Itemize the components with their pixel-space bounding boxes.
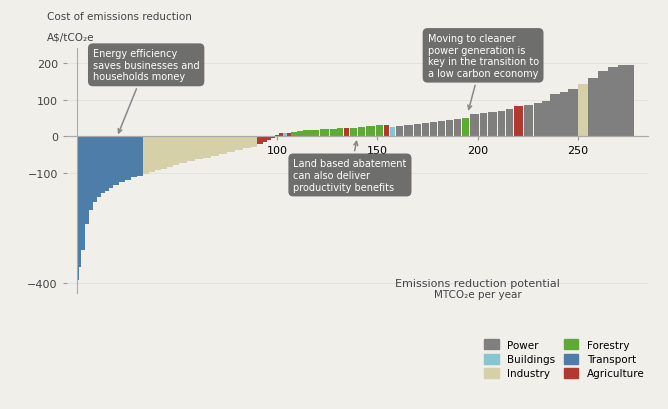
Bar: [291, 133, 297, 137]
Text: Energy efficiency
saves businesses and
households money: Energy efficiency saves businesses and h…: [93, 49, 200, 134]
Bar: [143, 137, 149, 175]
Bar: [329, 129, 337, 137]
Bar: [608, 68, 618, 137]
Legend: Power, Buildings, Industry, Forestry, Transport, Agriculture: Power, Buildings, Industry, Forestry, Tr…: [480, 335, 649, 382]
Bar: [211, 137, 219, 156]
Bar: [319, 130, 329, 137]
Bar: [227, 137, 235, 153]
Bar: [219, 137, 227, 155]
Bar: [81, 137, 85, 251]
Bar: [267, 137, 271, 141]
Bar: [149, 137, 155, 173]
Bar: [195, 137, 203, 160]
Bar: [297, 132, 303, 137]
Text: Cost of emissions reduction: Cost of emissions reduction: [47, 12, 192, 22]
Bar: [422, 124, 430, 137]
Bar: [578, 85, 588, 137]
Bar: [155, 137, 161, 171]
Bar: [470, 115, 480, 137]
Bar: [251, 137, 257, 147]
Bar: [179, 137, 187, 164]
Bar: [389, 128, 395, 137]
Bar: [506, 110, 514, 137]
Bar: [243, 137, 251, 149]
Bar: [283, 134, 287, 137]
Bar: [357, 128, 365, 137]
Bar: [383, 126, 389, 137]
Bar: [560, 93, 568, 137]
Text: Land based abatement
can also deliver
productivity benefits: Land based abatement can also deliver pr…: [293, 142, 407, 192]
Bar: [93, 137, 97, 203]
Bar: [550, 95, 560, 137]
Bar: [349, 128, 357, 137]
Bar: [187, 137, 195, 162]
Bar: [235, 137, 243, 151]
Bar: [403, 126, 413, 137]
Text: Emissions reduction potential: Emissions reduction potential: [395, 278, 560, 288]
Bar: [173, 137, 179, 166]
Text: A$/tCO₂e: A$/tCO₂e: [47, 33, 94, 43]
Bar: [454, 120, 462, 137]
Bar: [167, 137, 173, 167]
Bar: [137, 137, 143, 177]
Bar: [438, 121, 446, 137]
Bar: [498, 111, 506, 137]
Bar: [337, 129, 343, 137]
Bar: [125, 137, 131, 180]
Bar: [413, 124, 422, 137]
Bar: [588, 79, 598, 137]
Bar: [524, 106, 534, 137]
Bar: [365, 127, 375, 137]
Bar: [480, 114, 488, 137]
Bar: [430, 122, 438, 137]
Bar: [542, 102, 550, 137]
Text: MTCO₂e per year: MTCO₂e per year: [434, 289, 522, 299]
Bar: [311, 130, 319, 137]
Bar: [287, 133, 291, 137]
Bar: [619, 65, 633, 137]
Bar: [514, 107, 524, 137]
Bar: [101, 137, 105, 194]
Bar: [395, 127, 403, 137]
Bar: [488, 112, 498, 137]
Bar: [303, 131, 311, 137]
Bar: [161, 137, 167, 169]
Bar: [119, 137, 125, 183]
Text: Moving to cleaner
power generation is
key in the transition to
a low carbon econ: Moving to cleaner power generation is ke…: [428, 34, 538, 110]
Bar: [263, 137, 267, 143]
Bar: [534, 104, 542, 137]
Bar: [113, 137, 119, 186]
Bar: [257, 137, 263, 145]
Bar: [89, 137, 93, 210]
Bar: [275, 136, 279, 137]
Bar: [462, 119, 470, 137]
Bar: [109, 137, 113, 188]
Bar: [97, 137, 101, 198]
Bar: [131, 137, 137, 178]
Bar: [375, 126, 383, 137]
Bar: [568, 90, 578, 137]
Bar: [79, 137, 81, 267]
Bar: [203, 137, 211, 158]
Bar: [343, 129, 349, 137]
Bar: [598, 72, 608, 137]
Bar: [446, 121, 454, 137]
Bar: [105, 137, 109, 191]
Bar: [77, 137, 79, 280]
Bar: [271, 137, 275, 139]
Bar: [85, 137, 89, 225]
Bar: [279, 134, 283, 137]
